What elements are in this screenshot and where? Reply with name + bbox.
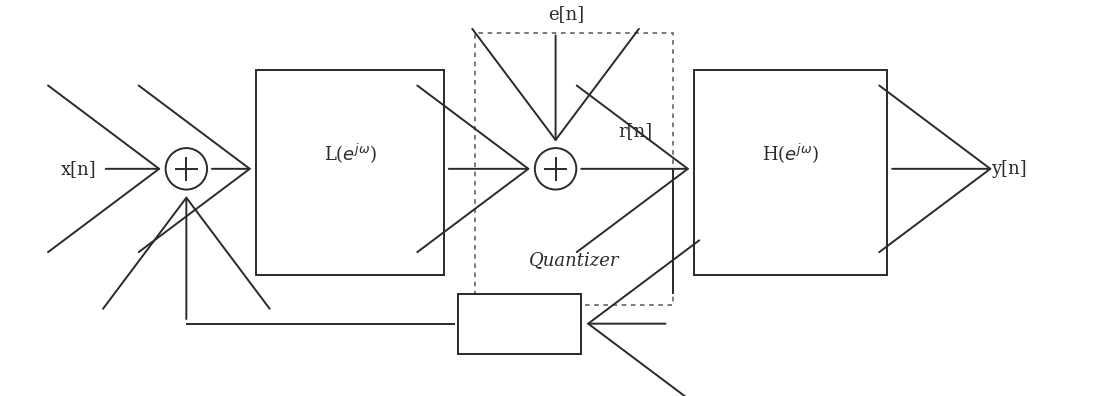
Text: x[n]: x[n] <box>61 160 96 178</box>
Text: L($e^{j\omega}$): L($e^{j\omega}$) <box>323 142 376 166</box>
Text: H($e^{j\omega}$): H($e^{j\omega}$) <box>763 142 819 166</box>
Bar <box>694 70 888 275</box>
Bar <box>457 294 580 354</box>
Text: Quantizer: Quantizer <box>529 251 620 269</box>
Circle shape <box>166 148 207 190</box>
Bar <box>475 32 673 305</box>
Text: e[n]: e[n] <box>548 5 584 23</box>
Circle shape <box>535 148 577 190</box>
Text: y[n]: y[n] <box>992 160 1027 178</box>
Text: DAC: DAC <box>495 315 542 333</box>
Bar <box>256 70 444 275</box>
Text: r[n]: r[n] <box>618 122 652 141</box>
